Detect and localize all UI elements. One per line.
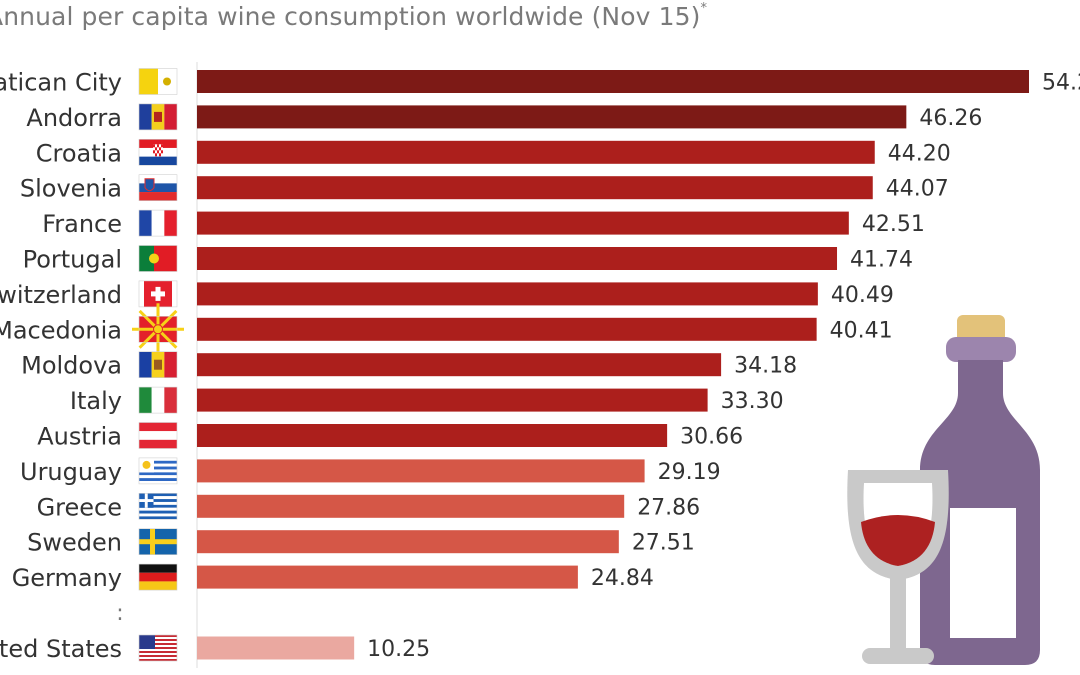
category-label: Germany	[12, 564, 122, 592]
wine-bottle-icon	[920, 315, 1040, 665]
chart-subtitle: Annual per capita wine consumption world…	[0, 0, 708, 31]
macedonia-flag	[132, 303, 184, 356]
value-label: 10.25	[367, 637, 430, 662]
germany-flag	[138, 563, 178, 591]
category-label: Croatia	[36, 139, 122, 167]
bar-france	[197, 211, 849, 235]
value-label: 44.07	[886, 177, 949, 202]
switzerland-flag	[138, 280, 178, 308]
category-label: Switzerland	[0, 281, 122, 309]
value-label: 54.26	[1042, 71, 1080, 96]
bar-sweden	[197, 530, 619, 554]
category-label: Moldova	[21, 352, 122, 380]
bar-croatia	[197, 140, 875, 164]
category-label: Vatican City	[0, 69, 122, 97]
category-label: Macedonia	[0, 316, 122, 344]
wine-glass-icon	[847, 470, 949, 664]
portugal-flag	[138, 245, 178, 272]
vatican-flag	[138, 68, 178, 95]
value-label: 27.86	[637, 495, 700, 520]
bottle-label	[950, 508, 1016, 638]
bar-macedonia	[197, 317, 817, 341]
bar-moldova	[197, 353, 722, 377]
greece-flag	[138, 492, 178, 520]
value-label: 42.51	[862, 212, 925, 237]
sweden-flag	[138, 528, 178, 556]
bar-switzerland	[197, 282, 818, 306]
slovenia-flag	[138, 174, 178, 201]
category-label: Austria	[37, 423, 122, 451]
value-label: 46.26	[919, 106, 982, 131]
bar-united-states	[197, 636, 355, 660]
bar-uruguay	[197, 459, 645, 483]
bottle-cap	[957, 315, 1005, 343]
bar-portugal	[197, 247, 838, 270]
value-label: 33.30	[721, 389, 784, 414]
value-label: 44.20	[888, 141, 951, 166]
category-label: Uruguay	[20, 458, 122, 486]
category-label: Sweden	[27, 529, 122, 557]
moldova-flag	[138, 351, 178, 379]
andorra-flag	[138, 103, 178, 131]
bar-slovenia	[197, 176, 873, 200]
austria-flag	[138, 422, 178, 449]
value-label: 40.49	[831, 283, 894, 308]
uruguay-flag	[138, 457, 178, 485]
value-label: 34.18	[734, 354, 797, 379]
italy-flag	[138, 386, 178, 414]
value-label: 24.84	[591, 566, 654, 591]
bottle-collar	[946, 337, 1016, 362]
wine-illustration	[847, 315, 1040, 665]
gap-marker: :	[116, 601, 123, 626]
usa-flag	[138, 634, 178, 662]
value-label: 27.51	[632, 531, 695, 556]
glass-stem	[890, 578, 906, 650]
glass-base	[862, 648, 934, 664]
value-label: 29.19	[658, 460, 721, 485]
bar-vatican-city	[197, 70, 1029, 93]
category-label: Italy	[70, 387, 122, 415]
category-label: Greece	[37, 493, 122, 521]
bar-germany	[197, 565, 578, 589]
category-label: Andorra	[26, 104, 122, 132]
france-flag	[138, 209, 178, 237]
category-label: Slovenia	[20, 175, 122, 203]
category-label: Portugal	[23, 246, 122, 274]
value-label: 40.41	[830, 318, 893, 343]
bar-austria	[197, 424, 668, 447]
bar-andorra	[197, 105, 907, 129]
category-label: France	[42, 210, 122, 238]
bar-greece	[197, 494, 625, 518]
category-label: United States	[0, 635, 122, 663]
glass-wine	[861, 515, 935, 566]
value-label: 30.66	[680, 425, 743, 450]
bar-italy	[197, 388, 708, 412]
value-label: 41.74	[850, 248, 913, 273]
croatia-flag	[138, 139, 178, 166]
